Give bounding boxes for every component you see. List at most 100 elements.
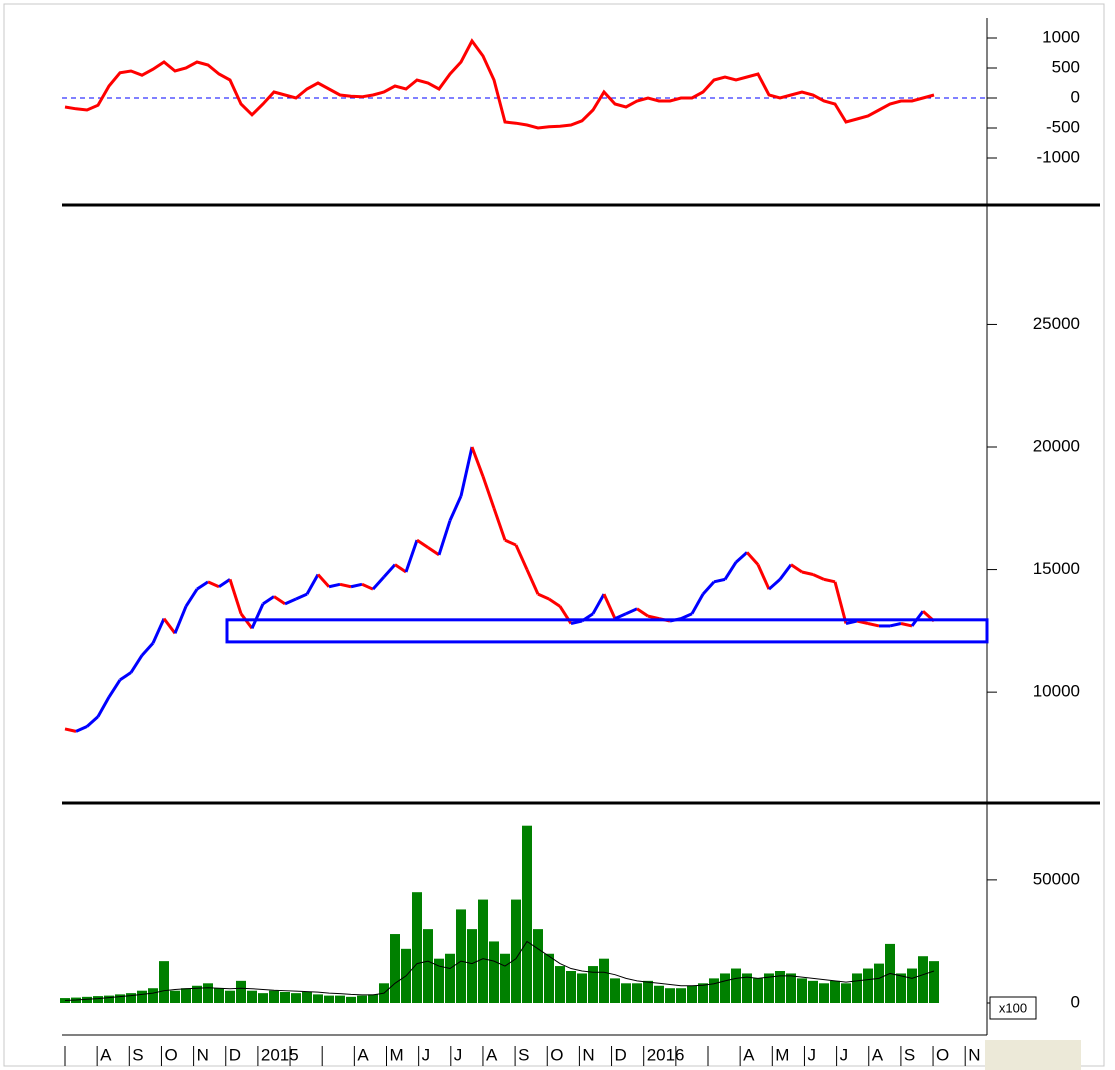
x-tick-label: N (197, 1045, 209, 1064)
x-tick-label: J (840, 1045, 849, 1064)
volume-bar (192, 985, 202, 1003)
price-segment (525, 568, 540, 595)
price-segment (394, 563, 407, 574)
volume-bar (544, 953, 554, 1003)
volume-bar (500, 953, 510, 1003)
price-segment (636, 607, 649, 618)
volume-bar (632, 983, 642, 1003)
volume-bar (533, 929, 543, 1003)
price-segment (151, 617, 166, 644)
volume-bar (775, 970, 785, 1003)
price-segment (207, 580, 220, 589)
price-segment (889, 622, 902, 628)
x-tick-label: D (229, 1045, 241, 1064)
price-segment (801, 570, 814, 576)
price-segment (680, 612, 693, 620)
price-segment (218, 578, 231, 588)
price-segment (723, 561, 738, 581)
y-tick-label: 15000 (1033, 559, 1080, 578)
corner-box (985, 1040, 1081, 1070)
price-segment (416, 538, 429, 549)
price-segment (339, 582, 352, 589)
x-tick-label: 2015 (261, 1045, 299, 1064)
price-segment (162, 617, 177, 635)
volume-bar (522, 825, 532, 1003)
volume-bar (313, 994, 323, 1003)
volume-bar (368, 994, 378, 1003)
price-segment (735, 551, 748, 564)
volume-bar (269, 990, 279, 1003)
unit-label: x100 (999, 1000, 1027, 1015)
x-tick-label: S (132, 1045, 143, 1064)
price-segment (614, 612, 627, 620)
price-segment (196, 580, 209, 591)
volume-bar (456, 909, 466, 1003)
y-tick-label: 50000 (1033, 869, 1080, 888)
price-segment (701, 580, 716, 596)
volume-bar (929, 961, 939, 1003)
price-segment (570, 619, 583, 625)
volume-bar (247, 990, 257, 1003)
volume-bar (918, 956, 928, 1003)
volume-bar (599, 958, 609, 1003)
volume-bar (643, 980, 653, 1003)
price-segment (856, 619, 869, 625)
price-segment (514, 544, 529, 571)
volume-bar (291, 993, 301, 1003)
price-segment (129, 654, 144, 674)
volume-bar (830, 980, 840, 1003)
price-segment (273, 595, 286, 606)
price-segment (295, 592, 308, 601)
volume-bar (104, 995, 114, 1003)
volume-bar (808, 980, 818, 1003)
y-tick-label: -500 (1046, 117, 1080, 136)
x-tick-label: A (100, 1045, 112, 1064)
unit-box (989, 996, 1037, 1020)
volume-bar (896, 973, 906, 1003)
price-segment (316, 573, 331, 588)
price-segment (470, 446, 485, 477)
volume-bar (236, 980, 246, 1003)
volume-bar (709, 978, 719, 1003)
volume-bar (731, 968, 741, 1003)
price-segment (756, 564, 771, 590)
support-zone (225, 618, 989, 644)
price-segment (107, 679, 122, 698)
volume-bar (566, 970, 576, 1003)
volume-bar (742, 973, 752, 1003)
volume-bar (115, 994, 125, 1003)
volume-bar (214, 988, 224, 1003)
price-segment (448, 495, 463, 522)
price-segment (602, 593, 617, 620)
volume-bar (698, 983, 708, 1003)
x-tick-label: S (904, 1045, 915, 1064)
volume-bar (797, 978, 807, 1003)
price-segment (228, 578, 243, 615)
volume-bar (764, 973, 774, 1003)
price-segment (833, 581, 848, 624)
volume-bar (720, 973, 730, 1003)
x-tick-label: N (582, 1045, 594, 1064)
volume-bar (654, 985, 664, 1003)
price-segment (328, 582, 341, 589)
y-tick-label: 0 (1071, 992, 1080, 1011)
volume-bar (280, 991, 290, 1003)
price-segment (382, 563, 397, 578)
volume-bar (137, 990, 147, 1003)
price-segment (778, 563, 793, 581)
volume-bar (412, 892, 422, 1003)
volume-bar (148, 988, 158, 1003)
volume-bar (907, 968, 917, 1003)
y-tick-label: -1000 (1037, 147, 1080, 166)
volume-bar (225, 990, 235, 1003)
y-tick-label: 10000 (1033, 682, 1080, 701)
volume-bar (126, 993, 136, 1003)
volume-ma (64, 940, 935, 1002)
price-segment (350, 582, 363, 589)
price-segment (371, 575, 386, 591)
x-tick-label: D (615, 1045, 627, 1064)
volume-bar (489, 941, 499, 1003)
volume-bar (93, 996, 103, 1003)
price-segment (284, 597, 297, 606)
